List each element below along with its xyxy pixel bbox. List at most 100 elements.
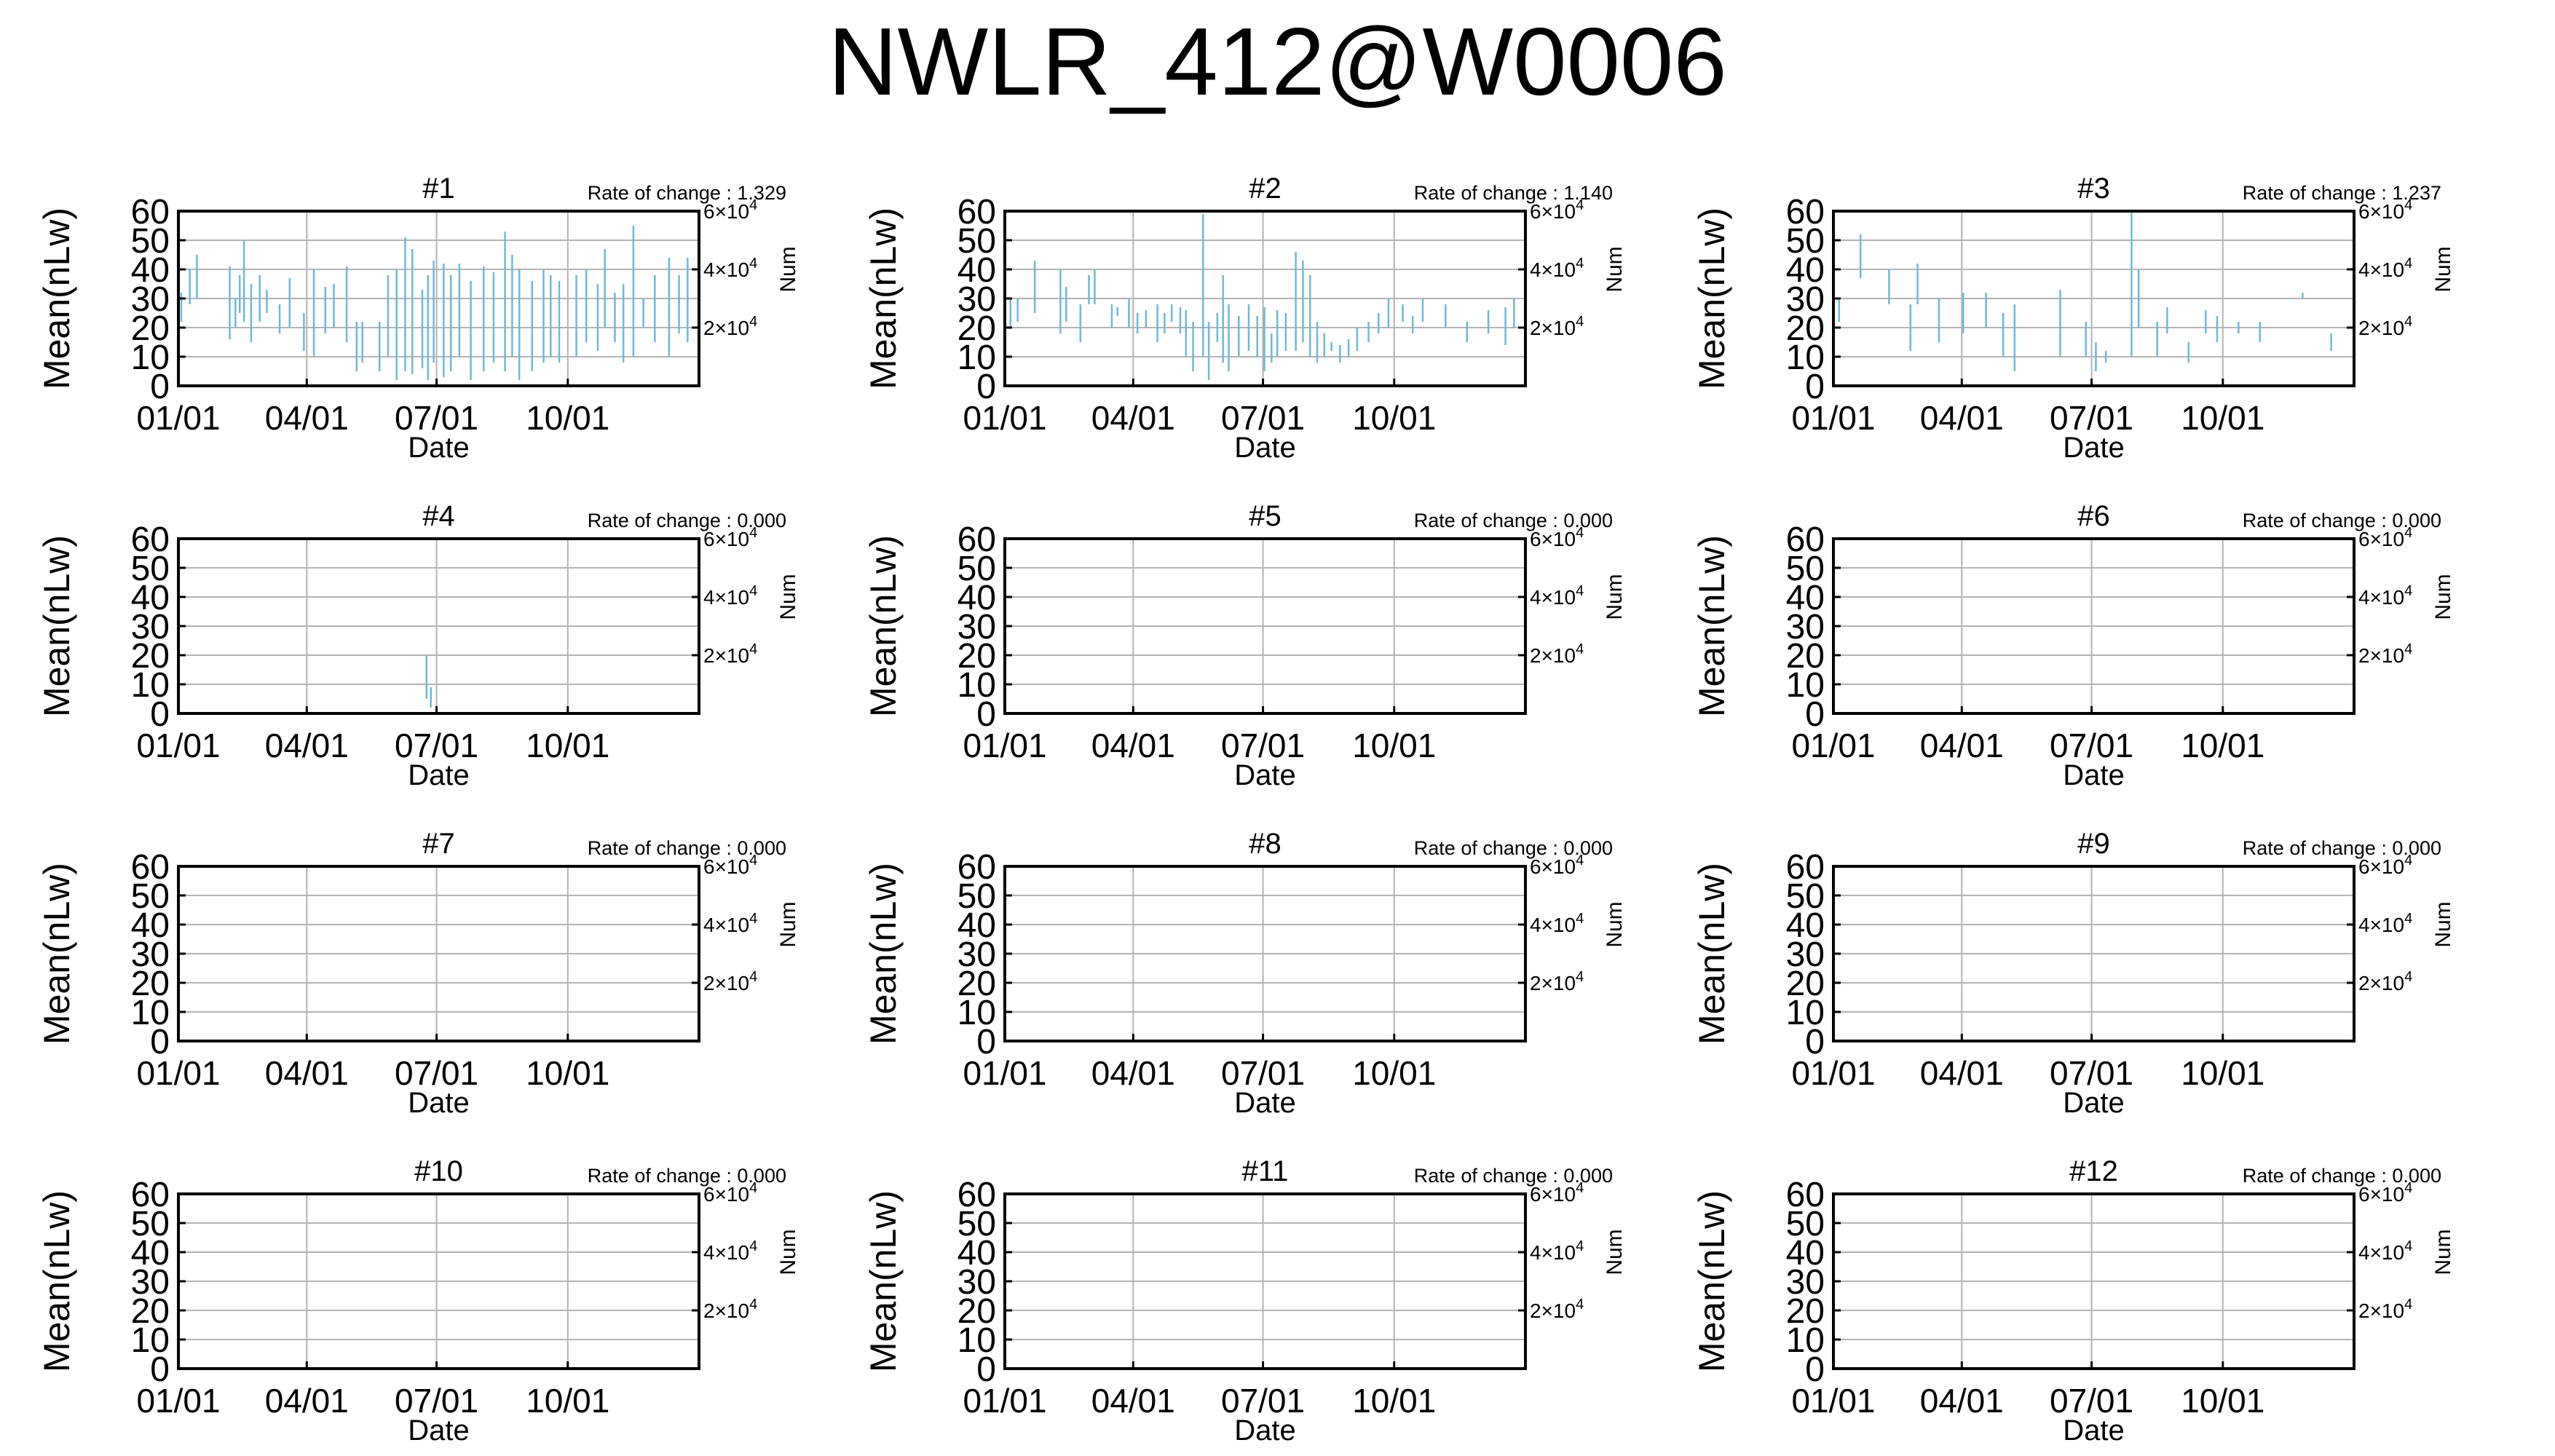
y2-tick-exponent: 4: [1576, 1180, 1584, 1196]
y-tick-label: 60: [957, 193, 996, 232]
x-tick-label: 07/01: [2050, 399, 2133, 437]
y2-tick-exponent: 4: [749, 525, 757, 541]
y2-tick-exponent: 4: [749, 852, 757, 869]
rate-of-change-label: Rate of change : 0.000: [2243, 1165, 2441, 1187]
y2-tick-exponent: 4: [2404, 583, 2412, 599]
y2-tick-exponent: 4: [2404, 969, 2412, 985]
y2-tick-label: 6×104: [1530, 197, 1584, 223]
x-tick-label: 01/01: [1791, 1054, 1875, 1092]
x-tick-label: 04/01: [265, 1382, 349, 1420]
x-tick-label: 01/01: [136, 1382, 220, 1420]
x-tick-label: 01/01: [136, 399, 220, 437]
x-tick-label: 10/01: [2181, 727, 2264, 764]
y-axis-label: Mean(nLw): [863, 1190, 904, 1372]
y2-tick-label: 2×104: [2358, 314, 2412, 339]
y-tick-label: 30: [131, 280, 170, 319]
y-tick-label: 10: [957, 994, 996, 1032]
y-tick-label: 40: [131, 1234, 170, 1273]
y-tick-label: 50: [1786, 877, 1825, 916]
x-tick-label: 01/01: [1791, 727, 1875, 764]
x-tick-label: 07/01: [395, 399, 478, 437]
y2-tick-label: 2×104: [703, 969, 757, 994]
y2-tick-label: 4×104: [1530, 1238, 1584, 1264]
y-tick-label: 40: [957, 1234, 996, 1273]
y2-tick-label: 2×104: [2358, 969, 2412, 994]
y2-axis-label: Num: [776, 901, 800, 947]
x-axis-label: Date: [408, 1087, 470, 1119]
y-tick-label: 50: [957, 877, 996, 916]
y-tick-label: 0: [150, 1350, 170, 1389]
x-tick-label: 07/01: [1221, 727, 1305, 764]
y2-axis-label: Num: [776, 574, 800, 620]
x-tick-label: 10/01: [2181, 1382, 2264, 1420]
y2-tick-label: 6×104: [2358, 525, 2412, 550]
y2-tick-exponent: 4: [749, 641, 757, 657]
y-axis-label: Mean(nLw): [863, 207, 904, 389]
y-tick-label: 50: [1786, 1205, 1825, 1243]
y-tick-label: 10: [957, 1321, 996, 1360]
chart-title: #12: [2069, 1155, 2118, 1187]
y-tick-label: 60: [131, 848, 170, 887]
x-tick-label: 10/01: [2181, 1054, 2264, 1092]
x-tick-label: 04/01: [1920, 727, 2004, 764]
rate-of-change-label: Rate of change : 0.000: [1414, 837, 1613, 859]
y2-tick-exponent: 4: [1576, 1238, 1584, 1254]
y-tick-label: 0: [150, 695, 170, 734]
y-tick-label: 20: [131, 309, 170, 348]
y2-tick-exponent: 4: [1576, 197, 1584, 213]
y-axis-label: Mean(nLw): [863, 863, 904, 1045]
y2-tick-label: 4×104: [2358, 256, 2412, 281]
y2-axis-label: Num: [2431, 901, 2455, 947]
y-tick-label: 60: [1786, 1176, 1825, 1214]
x-tick-label: 07/01: [2050, 1382, 2133, 1420]
y2-tick-exponent: 4: [749, 1238, 757, 1254]
x-tick-label: 01/01: [1791, 1382, 1875, 1420]
x-tick-label: 07/01: [2050, 1054, 2133, 1092]
y-tick-label: 10: [1786, 1321, 1825, 1360]
x-tick-label: 07/01: [1221, 1054, 1305, 1092]
y2-tick-exponent: 4: [2404, 1238, 2412, 1254]
y-tick-label: 20: [957, 637, 996, 676]
x-tick-label: 04/01: [1920, 1382, 2004, 1420]
x-axis-label: Date: [2063, 759, 2125, 791]
y2-tick-exponent: 4: [749, 1297, 757, 1313]
y-tick-label: 20: [1786, 1292, 1825, 1331]
x-tick-label: 07/01: [395, 727, 478, 764]
y-tick-label: 50: [1786, 222, 1825, 261]
y2-tick-label: 2×104: [703, 314, 757, 339]
y-tick-label: 50: [1786, 550, 1825, 588]
chart-title: #7: [422, 828, 455, 860]
y2-tick-exponent: 4: [749, 969, 757, 985]
y2-tick-exponent: 4: [749, 197, 757, 213]
rate-of-change-label: Rate of change : 1.140: [1414, 182, 1613, 204]
y-tick-label: 20: [957, 309, 996, 348]
y-tick-label: 20: [131, 965, 170, 1003]
y2-tick-label: 4×104: [703, 256, 757, 281]
y2-tick-label: 2×104: [2358, 1297, 2412, 1322]
x-tick-label: 07/01: [2050, 727, 2133, 764]
x-tick-label: 04/01: [1920, 1054, 2004, 1092]
y-tick-label: 60: [131, 193, 170, 232]
x-tick-label: 01/01: [1791, 399, 1875, 437]
y-tick-label: 20: [1786, 965, 1825, 1003]
y2-tick-label: 4×104: [1530, 583, 1584, 609]
y2-axis-label: Num: [776, 246, 800, 292]
rate-of-change-label: Rate of change : 1.237: [2243, 182, 2441, 204]
y-tick-label: 20: [131, 1292, 170, 1331]
y-tick-label: 10: [1786, 339, 1825, 377]
y2-tick-exponent: 4: [749, 911, 757, 927]
chart-title: #11: [1242, 1155, 1289, 1187]
y2-tick-exponent: 4: [1576, 641, 1584, 657]
y-tick-label: 20: [1786, 309, 1825, 348]
y2-tick-exponent: 4: [2404, 852, 2412, 869]
x-tick-label: 10/01: [2181, 399, 2264, 437]
y-tick-label: 50: [131, 1205, 170, 1243]
